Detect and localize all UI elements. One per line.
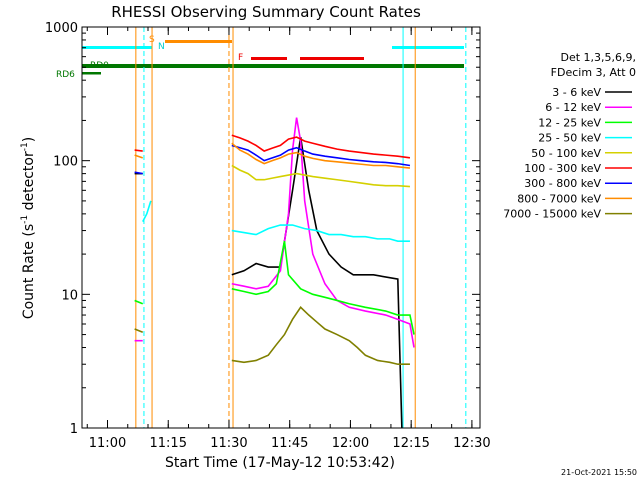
series-1 bbox=[134, 117, 415, 348]
series-3 bbox=[142, 200, 410, 242]
series-line-6-0 bbox=[134, 171, 143, 175]
timestamp: 21-Oct-2021 15:50 bbox=[561, 468, 637, 477]
y-tick-label: 10 bbox=[61, 288, 78, 303]
series-line-2-0 bbox=[134, 299, 144, 305]
legend-label: 800 - 7000 keV bbox=[517, 192, 601, 205]
flag-night-label: N bbox=[158, 42, 165, 52]
x-axis-label: Start Time (17-May-12 10:53:42) bbox=[165, 455, 395, 471]
y-axis: 1 10 100 1000 bbox=[45, 21, 480, 437]
legend-label: 6 - 12 keV bbox=[545, 101, 601, 114]
x-tick-label: 11:00 bbox=[89, 436, 126, 451]
x-tick-label: 11:15 bbox=[150, 436, 187, 451]
legend-label: 7000 - 15000 keV bbox=[503, 208, 601, 221]
series-line-2-1 bbox=[231, 240, 415, 335]
flag-bars: S N F RD0 RD6 bbox=[56, 35, 464, 80]
plot-frame bbox=[81, 26, 481, 429]
series-6 bbox=[134, 144, 411, 175]
legend-header-line-1: Det 1,3,5,6,9, bbox=[560, 51, 636, 64]
legend-label: 12 - 25 keV bbox=[538, 116, 601, 129]
series-5 bbox=[134, 134, 411, 159]
legend-label: 300 - 800 keV bbox=[524, 177, 601, 190]
series-line-7-1 bbox=[231, 142, 411, 169]
x-tick-label: 11:45 bbox=[271, 436, 308, 451]
x-tick-label: 12:15 bbox=[392, 436, 429, 451]
series-line-5-1 bbox=[231, 134, 411, 159]
series-0 bbox=[134, 137, 403, 429]
x-axis: 11:00 11:15 11:30 11:45 12:00 12:15 12:30 bbox=[86, 27, 491, 451]
x-tick-label: 11:30 bbox=[210, 436, 247, 451]
period-boundaries bbox=[135, 27, 467, 428]
series-8 bbox=[134, 306, 410, 366]
series-line-8-0 bbox=[134, 328, 144, 334]
flag-flare-label: F bbox=[238, 53, 243, 63]
series-line-8-1 bbox=[231, 306, 410, 366]
series-line-3-1 bbox=[231, 224, 410, 242]
flag-rd0-label: RD0 bbox=[90, 61, 109, 71]
series-line-1-1 bbox=[231, 117, 415, 348]
legend-label: 50 - 100 keV bbox=[531, 147, 601, 160]
series-line-3-0 bbox=[142, 200, 152, 222]
x-tick-label: 12:00 bbox=[332, 436, 369, 451]
series-line-4-0 bbox=[231, 164, 411, 188]
series-2 bbox=[134, 240, 415, 335]
series-4 bbox=[231, 164, 411, 188]
x-tick-label: 12:30 bbox=[453, 436, 490, 451]
series-line-5-0 bbox=[134, 149, 143, 152]
legend-label: 25 - 50 keV bbox=[538, 132, 601, 145]
series-7 bbox=[134, 142, 411, 169]
series-layer bbox=[134, 117, 415, 429]
chart-title: RHESSI Observing Summary Count Rates bbox=[111, 3, 421, 21]
series-line-7-0 bbox=[134, 154, 143, 159]
y-tick-label: 100 bbox=[53, 155, 78, 170]
legend: Det 1,3,5,6,9, FDecim 3, Att 0 3 - 6 keV… bbox=[503, 51, 636, 221]
y-tick-label: 1000 bbox=[45, 21, 78, 36]
legend-label: 100 - 300 keV bbox=[524, 162, 601, 175]
y-tick-label: 1 bbox=[70, 422, 78, 437]
y-axis-label: Count Rate (s-1 detector-1) bbox=[20, 137, 37, 319]
legend-header-line-2: FDecim 3, Att 0 bbox=[551, 66, 636, 79]
flag-rd6-label: RD6 bbox=[56, 70, 75, 80]
series-line-6-1 bbox=[231, 144, 411, 167]
legend-label: 3 - 6 keV bbox=[552, 86, 601, 99]
series-line-0-1 bbox=[231, 137, 403, 429]
